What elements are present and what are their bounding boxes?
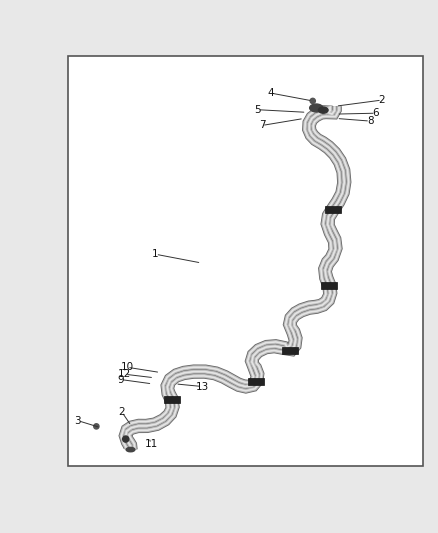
Text: 3: 3	[74, 416, 81, 426]
Bar	[68, 56, 423, 466]
Text: 12: 12	[118, 369, 131, 379]
Bar	[325, 206, 341, 213]
Text: 4: 4	[267, 88, 274, 98]
Text: 9: 9	[117, 375, 124, 384]
Text: 10: 10	[120, 362, 134, 372]
Bar	[282, 347, 298, 354]
Text: 11: 11	[145, 439, 158, 449]
Ellipse shape	[310, 104, 323, 112]
Text: 2: 2	[118, 407, 125, 417]
Bar	[248, 378, 264, 385]
Circle shape	[94, 424, 99, 429]
Text: 13: 13	[196, 382, 209, 392]
Circle shape	[123, 436, 129, 442]
Bar	[321, 282, 337, 289]
Text: 6: 6	[372, 108, 379, 118]
Ellipse shape	[126, 447, 135, 452]
Text: 2: 2	[378, 95, 385, 105]
Text: 7: 7	[258, 120, 265, 131]
Bar	[164, 396, 180, 403]
Text: 1: 1	[152, 249, 159, 259]
Text: 5: 5	[254, 104, 261, 115]
Text: 8: 8	[367, 116, 374, 126]
Ellipse shape	[318, 107, 328, 113]
Circle shape	[310, 98, 315, 103]
